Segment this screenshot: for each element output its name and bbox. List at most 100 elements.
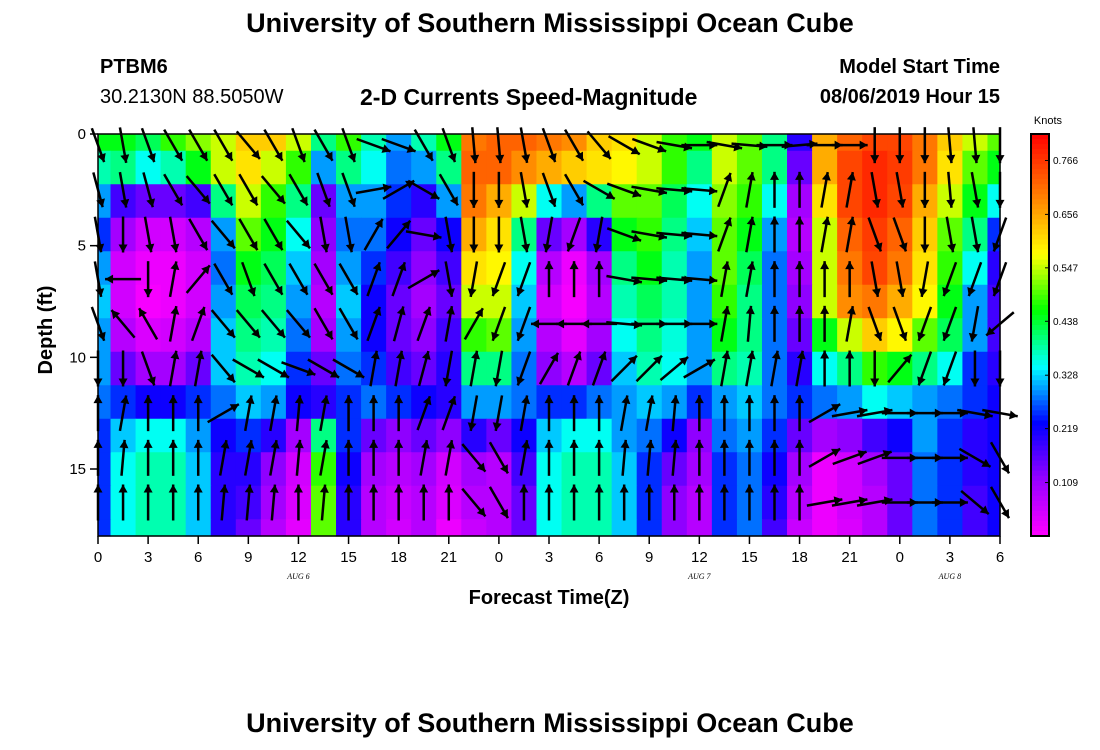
x-tick-label: 18 [390, 549, 407, 566]
current-arrow [467, 261, 479, 298]
colorbar-segment [1031, 370, 1049, 376]
current-arrow [168, 439, 178, 476]
current-arrow [745, 305, 755, 342]
current-arrow [942, 351, 958, 386]
heatmap-cell [336, 519, 362, 537]
arrow-head [168, 439, 178, 448]
current-arrow [188, 128, 209, 162]
arrow-head [447, 153, 457, 163]
arrow-head [548, 197, 557, 207]
current-arrow [968, 305, 980, 342]
arrow-head [981, 458, 991, 467]
x-tick-label: 0 [896, 549, 904, 566]
arrow-head [467, 288, 477, 297]
heatmap-cell [661, 519, 688, 537]
arrow-head [470, 154, 480, 164]
current-arrow [232, 358, 265, 379]
arrow-head [381, 144, 391, 153]
heatmap-cell [310, 150, 337, 185]
heatmap-cells [98, 134, 1001, 537]
heatmap-cell [260, 134, 287, 152]
heatmap-cell [887, 418, 913, 453]
x-tick-label: 6 [194, 549, 202, 566]
arrow-head [575, 196, 584, 206]
colorbar-segment [1031, 530, 1049, 537]
current-arrow [592, 216, 604, 253]
heatmap-cell [912, 418, 938, 453]
arrow-head [895, 155, 905, 164]
heatmap-cell [736, 150, 763, 185]
current-arrow [369, 350, 380, 387]
date-label: AUG 6 [286, 572, 309, 581]
arrow-head [297, 153, 307, 163]
current-arrow [960, 489, 990, 516]
heatmap-cell [862, 519, 888, 537]
current-arrow [795, 305, 805, 342]
heatmap-cell [812, 134, 838, 152]
current-arrow [444, 216, 455, 253]
current-arrow [494, 216, 504, 253]
heatmap-cell [686, 519, 713, 537]
current-arrow [140, 351, 156, 386]
current-arrow [681, 319, 718, 329]
arrow-head [293, 484, 303, 493]
colorbar-segment [1031, 525, 1049, 532]
colorbar-segment [1031, 350, 1049, 356]
arrow-head [224, 151, 233, 161]
current-arrow [419, 439, 430, 476]
current-arrow [607, 135, 641, 156]
arrow-head [118, 484, 128, 493]
current-arrow [720, 261, 731, 298]
current-arrow [218, 439, 230, 476]
current-arrow [516, 261, 532, 297]
current-arrow [745, 171, 756, 208]
current-arrow [681, 186, 718, 196]
arrow-head [632, 189, 642, 198]
colorbar-segment [1031, 355, 1049, 361]
colorbar-segment [1031, 415, 1049, 422]
arrow-head [432, 231, 442, 241]
arrow-head [620, 439, 630, 449]
current-arrow [845, 261, 855, 298]
arrow-head [619, 484, 629, 493]
heatmap-cell [711, 150, 738, 185]
heatmap-cell [636, 519, 663, 537]
arrow-head [745, 305, 755, 315]
arrow-head [320, 243, 330, 253]
current-arrow [438, 173, 459, 207]
current-arrow [143, 216, 155, 253]
current-arrow [594, 439, 604, 476]
current-arrow [659, 355, 689, 382]
arrow-head [229, 404, 239, 413]
current-arrow [444, 484, 454, 521]
current-arrow [213, 173, 234, 207]
current-arrow [867, 306, 883, 342]
arrow-head [657, 144, 667, 153]
current-arrow [795, 484, 805, 521]
current-arrow [831, 496, 868, 507]
heatmap-cell [636, 150, 663, 185]
arrow-head [942, 287, 951, 297]
current-arrow [870, 261, 881, 298]
current-arrow [219, 484, 229, 521]
main-title: University of Southern Mississippi Ocean… [246, 8, 854, 38]
arrow-head [846, 172, 856, 181]
arrow-head [419, 484, 429, 493]
current-arrow [344, 216, 355, 253]
current-arrow [332, 358, 365, 379]
arrow-head [770, 171, 779, 180]
current-arrow [190, 306, 206, 342]
current-arrow [870, 171, 881, 208]
arrow-head [746, 216, 756, 226]
current-arrow [519, 395, 531, 432]
current-arrow [681, 230, 718, 240]
arrow-head [195, 350, 205, 360]
arrow-head [446, 440, 455, 449]
current-arrow [516, 351, 532, 386]
colorbar-segment [1031, 134, 1049, 140]
current-arrow [344, 439, 354, 476]
current-arrow [544, 484, 554, 521]
heatmap-cell [436, 418, 462, 453]
current-arrow [469, 350, 481, 387]
current-arrow [820, 350, 830, 387]
